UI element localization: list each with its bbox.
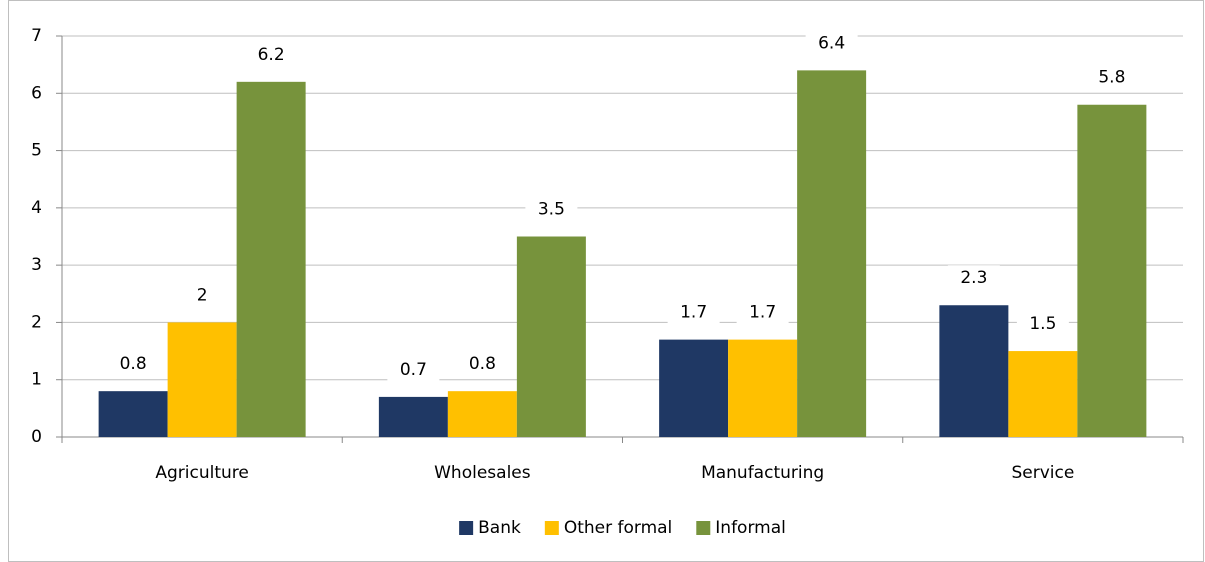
x-tick-label: Manufacturing	[701, 463, 824, 483]
data-label-bg	[1085, 64, 1138, 91]
data-label: 0.7	[400, 360, 427, 380]
x-tick-label: Wholesales	[434, 463, 531, 483]
data-label: 1.5	[1029, 314, 1056, 334]
data-label-bg	[1016, 311, 1069, 338]
legend-swatch	[696, 521, 711, 535]
data-label-bg	[947, 265, 1000, 292]
data-label: 6.4	[818, 33, 845, 53]
y-tick-label: 6	[31, 83, 42, 103]
bar	[98, 391, 168, 437]
legend-label: Informal	[715, 518, 786, 538]
legend-swatch	[544, 521, 559, 535]
bar	[797, 70, 867, 437]
bar	[728, 339, 798, 437]
legend-swatch	[459, 521, 474, 535]
y-tick-label: 2	[31, 312, 42, 332]
data-label-bg	[805, 30, 858, 57]
bar	[939, 305, 1009, 437]
data-label: 0.8	[120, 354, 147, 374]
bar	[1077, 104, 1147, 437]
data-label-bg	[525, 196, 578, 223]
bar	[378, 396, 448, 437]
data-label-bg	[245, 41, 298, 68]
data-label: 2.3	[960, 268, 987, 288]
bar	[516, 236, 586, 437]
data-label: 6.2	[258, 45, 285, 65]
y-tick-label: 4	[31, 198, 42, 218]
y-tick-label: 3	[31, 255, 42, 275]
bar	[167, 322, 237, 437]
data-label-bg	[736, 299, 789, 326]
bar	[659, 339, 729, 437]
y-tick-label: 7	[31, 26, 42, 46]
chart-frame	[8, 0, 1204, 562]
x-tick-label: Service	[1011, 463, 1074, 483]
data-label: 5.8	[1098, 68, 1125, 88]
data-label: 2	[197, 285, 208, 305]
y-tick-label: 0	[31, 427, 42, 447]
x-tick-label: Agriculture	[155, 463, 249, 483]
data-label-bg	[667, 299, 720, 326]
data-label-bg	[176, 282, 229, 309]
data-label: 3.5	[538, 200, 565, 220]
legend-label: Bank	[478, 518, 521, 538]
y-tick-label: 5	[31, 141, 42, 161]
data-label: 1.7	[680, 303, 707, 323]
y-tick-label: 1	[31, 370, 42, 390]
data-label-bg	[387, 356, 440, 383]
data-label: 1.7	[749, 303, 776, 323]
legend-label: Other formal	[564, 518, 672, 538]
bar	[447, 391, 517, 437]
bar	[236, 81, 306, 437]
data-label: 0.8	[469, 354, 496, 374]
data-label-bg	[456, 351, 509, 378]
bar	[1008, 351, 1078, 437]
data-label-bg	[107, 351, 160, 378]
